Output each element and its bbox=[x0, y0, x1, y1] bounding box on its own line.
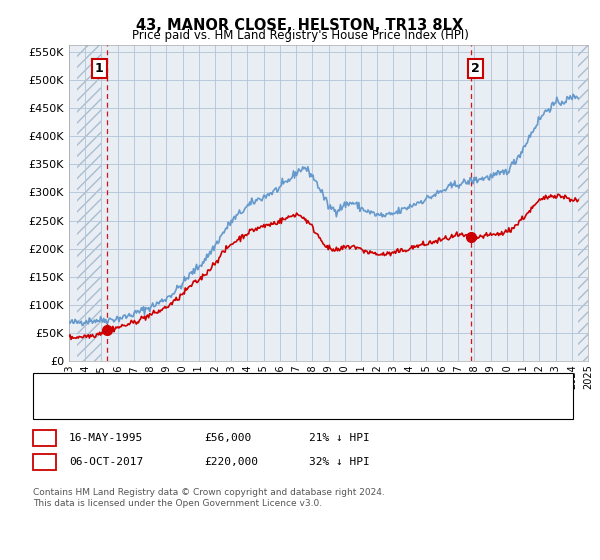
Text: 43, MANOR CLOSE, HELSTON, TR13 8LX (detached house): 43, MANOR CLOSE, HELSTON, TR13 8LX (deta… bbox=[81, 395, 384, 405]
Text: £56,000: £56,000 bbox=[204, 433, 251, 443]
Text: Contains HM Land Registry data © Crown copyright and database right 2024.
This d: Contains HM Land Registry data © Crown c… bbox=[33, 488, 385, 508]
Text: 1: 1 bbox=[40, 431, 49, 445]
Text: £220,000: £220,000 bbox=[204, 457, 258, 467]
Text: ───: ─── bbox=[45, 393, 70, 408]
Text: 2: 2 bbox=[471, 62, 480, 75]
Text: 16-MAY-1995: 16-MAY-1995 bbox=[69, 433, 143, 443]
Bar bbox=[77, 45, 101, 361]
Text: 32% ↓ HPI: 32% ↓ HPI bbox=[309, 457, 370, 467]
Bar bbox=[578, 45, 588, 361]
Text: 43, MANOR CLOSE, HELSTON, TR13 8LX: 43, MANOR CLOSE, HELSTON, TR13 8LX bbox=[136, 18, 464, 33]
Text: Price paid vs. HM Land Registry's House Price Index (HPI): Price paid vs. HM Land Registry's House … bbox=[131, 29, 469, 42]
Text: HPI: Average price, detached house, Cornwall: HPI: Average price, detached house, Corn… bbox=[81, 405, 319, 416]
Text: 2: 2 bbox=[40, 455, 49, 469]
Text: 21% ↓ HPI: 21% ↓ HPI bbox=[309, 433, 370, 443]
Text: ───: ─── bbox=[45, 403, 70, 418]
Text: 1: 1 bbox=[95, 62, 104, 75]
Text: 06-OCT-2017: 06-OCT-2017 bbox=[69, 457, 143, 467]
